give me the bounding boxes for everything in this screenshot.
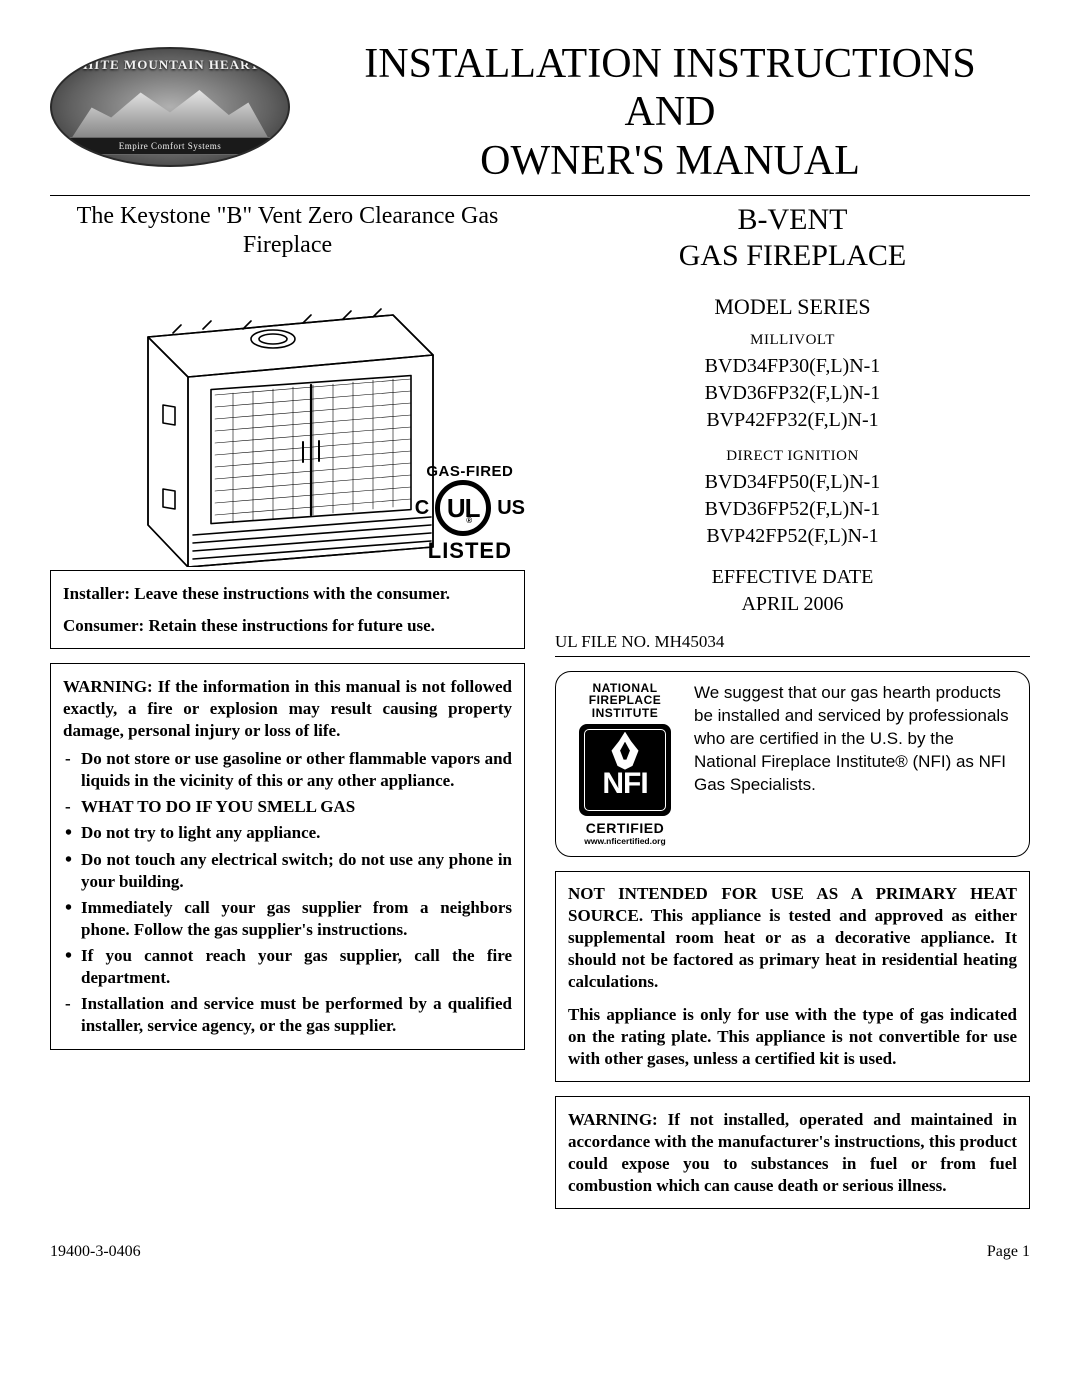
page-footer: 19400-3-0406 Page 1	[50, 1243, 1030, 1261]
warning-heading: WARNING: If the information in this manu…	[63, 676, 512, 742]
maintenance-warning-box: WARNING: If not installed, operated and …	[555, 1096, 1030, 1209]
heat-source-box: NOT INTENDED FOR USE AS A PRIMARY HEAT S…	[555, 871, 1030, 1083]
warning-list: Do not store or use gasoline or other fl…	[63, 748, 512, 1037]
nfi-body-text: We suggest that our gas hearth products …	[694, 682, 1015, 797]
warning-list-item: Installation and service must be perform…	[63, 993, 512, 1037]
warning-list-item: WHAT TO DO IF YOU SMELL GAS	[63, 796, 512, 818]
gas-fired-label: GAS-FIRED	[415, 463, 525, 480]
product-category-title: B-VENT GAS FIREPLACE	[555, 202, 1030, 274]
left-column: The Keystone "B" Vent Zero Clearance Gas…	[50, 202, 525, 1064]
logo-arc-text: WHITE MOUNTAIN HEARTH	[51, 58, 289, 74]
footer-doc-number: 19400-3-0406	[50, 1243, 141, 1261]
nfi-flame-icon: NFI	[579, 724, 671, 816]
model-number: BVD34FP30(F,L)N-1	[555, 353, 1030, 380]
notice-box: Installer: Leave these instructions with…	[50, 570, 525, 649]
model-number: BVP42FP32(F,L)N-1	[555, 407, 1030, 434]
title-line-3: OWNER'S MANUAL	[480, 138, 860, 184]
consumer-notice: Consumer: Retain these instructions for …	[63, 615, 512, 637]
millivolt-label: MILLIVOLT	[555, 332, 1030, 349]
ul-listed-block: GAS-FIRED C UL ® US LISTED	[50, 463, 525, 564]
nfi-badge: NATIONAL FIREPLACE INSTITUTE NFI CERTIFI…	[570, 682, 680, 846]
millivolt-model-list: BVD34FP30(F,L)N-1BVD36FP32(F,L)N-1BVP42F…	[555, 353, 1030, 434]
effective-date: EFFECTIVE DATE APRIL 2006	[555, 564, 1030, 618]
direct-ignition-label: DIRECT IGNITION	[555, 448, 1030, 465]
ul-us-label: US	[497, 497, 525, 520]
warning-list-item: If you cannot reach your gas supplier, c…	[63, 945, 512, 989]
title-line-2: AND	[625, 89, 716, 135]
warning-list-item: Do not touch any electrical switch; do n…	[63, 849, 512, 893]
warning-list-item: Do not try to light any appliance.	[63, 822, 512, 844]
model-number: BVD34FP50(F,L)N-1	[555, 469, 1030, 496]
ul-file-number: UL FILE NO. MH45034	[555, 632, 1030, 657]
installer-notice: Installer: Leave these instructions with…	[63, 583, 512, 605]
top-rule	[50, 195, 1030, 196]
ul-listed-label: LISTED	[415, 538, 525, 564]
warning-box: WARNING: If the information in this manu…	[50, 663, 525, 1050]
page-title: INSTALLATION INSTRUCTIONS AND OWNER'S MA…	[310, 40, 1030, 185]
ul-circle-icon: UL ®	[435, 480, 491, 536]
model-series-heading: MODEL SERIES	[555, 294, 1030, 320]
right-column: B-VENT GAS FIREPLACE MODEL SERIES MILLIV…	[555, 202, 1030, 1223]
model-number: BVD36FP52(F,L)N-1	[555, 496, 1030, 523]
model-number: BVD36FP32(F,L)N-1	[555, 380, 1030, 407]
body-columns: The Keystone "B" Vent Zero Clearance Gas…	[50, 202, 1030, 1223]
header-row: WHITE MOUNTAIN HEARTH Empire Comfort Sys…	[50, 40, 1030, 185]
logo-banner-text: Empire Comfort Systems	[62, 137, 278, 155]
direct-ignition-model-list: BVD34FP50(F,L)N-1BVD36FP52(F,L)N-1BVP42F…	[555, 469, 1030, 550]
heat-source-p2: This appliance is only for use with the …	[568, 1004, 1017, 1070]
model-number: BVP42FP52(F,L)N-1	[555, 523, 1030, 550]
nfi-box: NATIONAL FIREPLACE INSTITUTE NFI CERTIFI…	[555, 671, 1030, 857]
title-line-1: INSTALLATION INSTRUCTIONS	[364, 41, 975, 87]
heat-source-p1: NOT INTENDED FOR USE AS A PRIMARY HEAT S…	[568, 883, 1017, 993]
warning-list-item: Immediately call your gas supplier from …	[63, 897, 512, 941]
ul-mark: GAS-FIRED C UL ® US LISTED	[415, 463, 525, 564]
warning-list-item: Do not store or use gasoline or other fl…	[63, 748, 512, 792]
brand-logo: WHITE MOUNTAIN HEARTH Empire Comfort Sys…	[50, 47, 290, 177]
product-subtitle: The Keystone "B" Vent Zero Clearance Gas…	[50, 202, 525, 260]
footer-page-number: Page 1	[987, 1243, 1030, 1261]
ul-c-label: C	[415, 497, 429, 520]
